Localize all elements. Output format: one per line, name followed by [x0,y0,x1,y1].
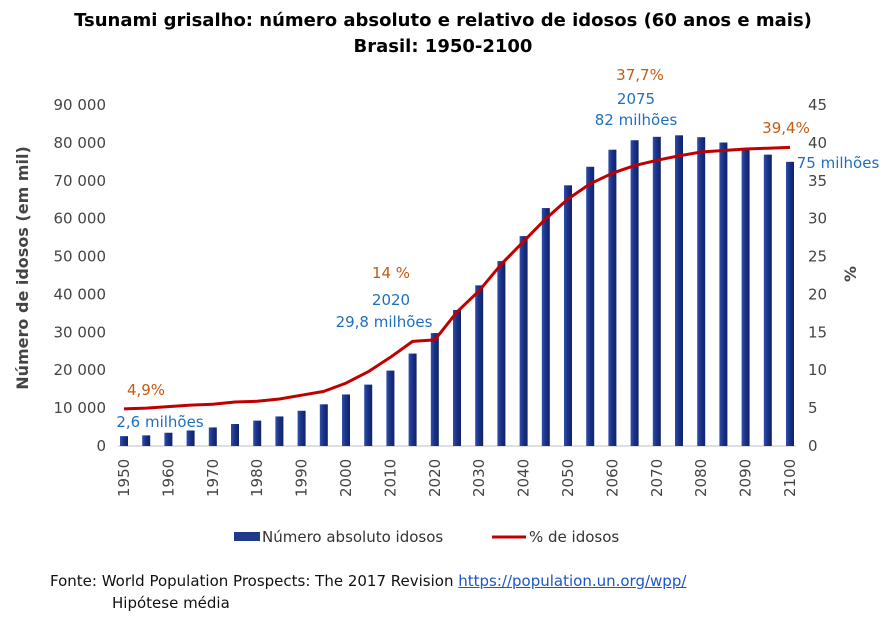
annotation-2020-pct: 14 % [372,264,410,282]
bar [120,436,128,446]
bar [608,149,617,446]
y-tick-label: 10 000 [54,399,107,417]
bar [675,135,683,447]
annotation-1950-abs: 2,6 milhões [116,413,203,431]
bar [564,185,572,446]
y-tick-label: 90 000 [54,96,107,114]
x-tick-label: 2070 [648,459,666,497]
bar [319,404,328,446]
y2-tick-label: 30 [808,210,827,228]
bar [253,420,262,446]
bar [386,370,395,446]
y-tick-label: 30 000 [54,323,107,341]
y2-tick-label: 40 [808,134,827,152]
x-tick-label: 1990 [293,459,311,497]
x-axis: 1950 1960 1970 1980 1990 2000 2010 2020 2030 2040… [115,459,799,497]
bar [364,384,373,446]
x-tick-label: 1960 [159,459,177,497]
annotation-2020-year: 2020 [372,291,410,309]
x-tick-label: 2020 [426,459,444,497]
y-tick-label: 60 000 [54,210,107,228]
bar [763,154,772,446]
x-tick-label: 1970 [204,459,222,497]
annotation-1950-pct: 4,9% [127,381,165,399]
annotation-2100-pct: 39,4% [762,119,810,137]
y-tick-label: 80 000 [54,134,107,152]
bar-series [120,135,794,447]
line-series-pct [123,145,791,411]
y-tick-label: 0 [96,437,106,455]
bar [697,137,706,446]
bar [652,136,661,446]
bar [164,432,173,446]
bar [519,236,528,446]
legend-label-bars: Número absoluto idosos [262,528,443,546]
source-hypothesis: Hipótese média [112,594,230,612]
x-tick-label: 2000 [337,459,355,497]
bar [630,140,639,446]
y2-tick-label: 20 [808,285,827,303]
chart-title: Tsunami grisalho: número absoluto e rela… [74,10,812,31]
y-tick-label: 70 000 [54,172,107,190]
y-axis-label: Número de idosos (em mil) [13,146,32,390]
y2-tick-label: 5 [808,399,818,417]
chart-subtitle: Brasil: 1950-2100 [354,36,533,57]
bar [786,161,794,447]
y2-tick-label: 15 [808,323,827,341]
x-tick-label: 2050 [559,459,577,497]
legend-label-line: % de idosos [529,528,619,546]
x-tick-label: 2060 [603,459,621,497]
y2-tick-label: 35 [808,172,827,190]
x-tick-label: 1950 [115,459,133,497]
bar [453,309,461,446]
bar [497,261,506,446]
bar [342,394,350,446]
bar [142,435,151,446]
bar [719,142,728,446]
y2-tick-label: 10 [808,361,827,379]
annotation-2075-year: 2075 [617,90,655,108]
x-tick-label: 2080 [692,459,710,497]
bar [586,166,595,446]
y2-tick-label: 0 [808,437,818,455]
y-tick-label: 20 000 [54,361,107,379]
bar [186,430,195,446]
annotation-2075-abs: 82 milhões [595,111,678,129]
annotation-2100-abs: 75 milhões [797,154,880,172]
bar [208,427,217,446]
y-axis-right: 0 5 10 15 20 25 30 35 40 45 [808,96,827,455]
x-tick-label: 2030 [470,459,488,497]
x-tick-label: 2090 [737,459,755,497]
annotation-2020-abs: 29,8 milhões [336,313,433,331]
source-link[interactable]: https://population.un.org/wpp/ [458,572,687,590]
bar [231,424,239,446]
y2-tick-label: 45 [808,96,827,114]
bar [541,208,550,446]
bar [275,416,284,446]
y2-axis-label: % [841,266,860,282]
bar [475,285,484,446]
source-note: Fonte: World Population Prospects: The 2… [50,570,686,614]
bar [741,149,750,446]
chart: Tsunami grisalho: número absoluto e rela… [13,10,880,546]
bar [430,333,439,446]
annotation-2075-pct: 37,7% [616,66,664,84]
y-tick-label: 50 000 [54,248,107,266]
y2-tick-label: 25 [808,248,827,266]
y-tick-label: 40 000 [54,285,107,303]
bar [408,353,417,446]
x-tick-label: 2100 [781,459,799,497]
legend: Número absoluto idosos % de idosos [234,528,619,546]
legend-swatch-bars [234,532,260,541]
x-tick-label: 1980 [248,459,266,497]
x-tick-label: 2040 [515,459,533,497]
bar [297,410,306,446]
source-text: Fonte: World Population Prospects: The 2… [50,572,459,590]
y-axis-left: 0 10 000 20 000 30 000 40 000 50 000 60 000 70 … [54,96,107,455]
x-tick-label: 2010 [381,459,399,497]
